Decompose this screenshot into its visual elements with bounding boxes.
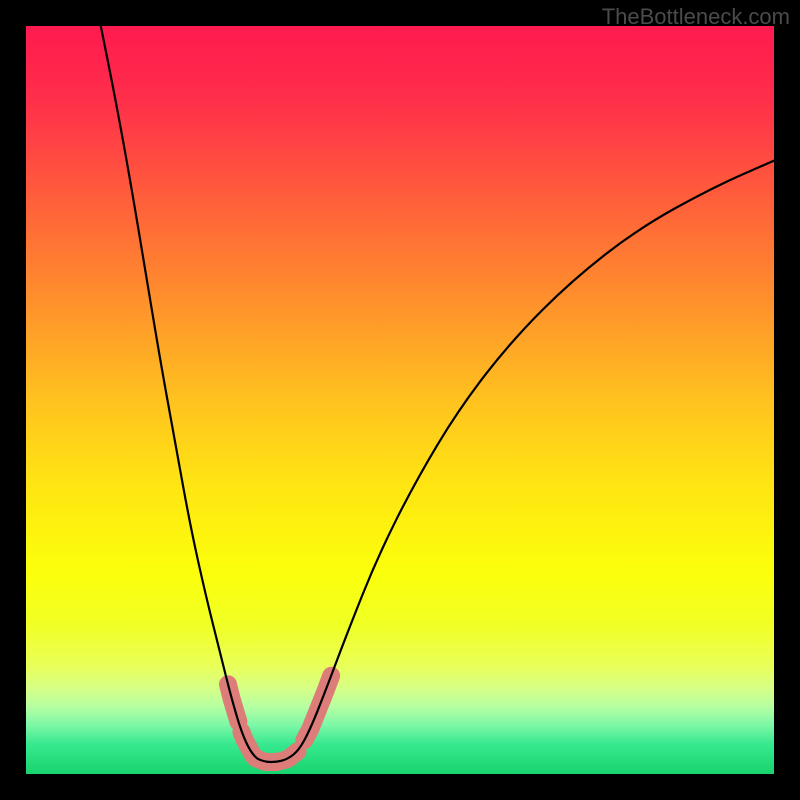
outer-frame: TheBottleneck.com [0,0,800,800]
bottleneck-curve [101,26,774,762]
plot-area [26,26,774,774]
highlight-markers [228,676,331,762]
watermark-text: TheBottleneck.com [602,4,790,30]
curve-layer [26,26,774,774]
